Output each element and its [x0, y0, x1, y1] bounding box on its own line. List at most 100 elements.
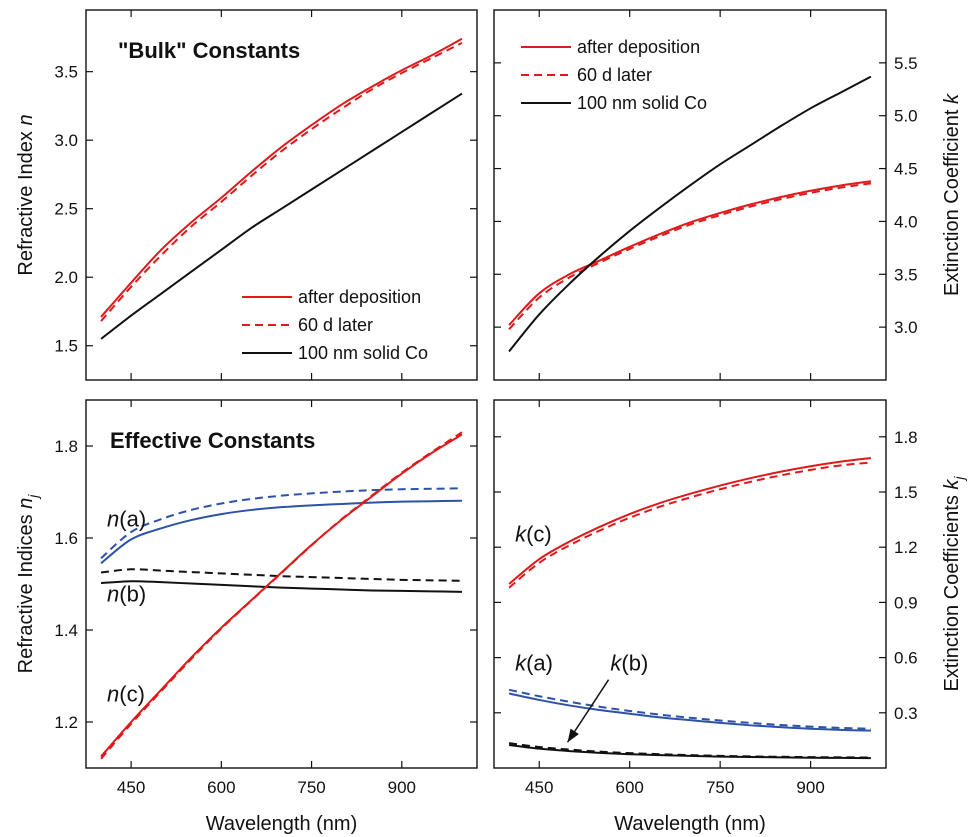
y-tick-label: 3.0 — [54, 131, 78, 150]
series-line-red-solid — [508, 180, 872, 326]
series-line-red-solid — [100, 37, 463, 318]
panel-bulk-k: 3.0 3.5 4.0 4.5 5.0 5.5 Extinction Coefficient… — [493, 9, 963, 381]
plot-frame — [85, 399, 478, 769]
curve-annotation: k(a) — [515, 650, 553, 675]
y-axis-label: Refractive Indices nj — [15, 494, 41, 674]
y-tick-label: 1.8 — [54, 437, 78, 456]
curve-annotation: n(a) — [107, 507, 146, 532]
series-line-red-dashed — [100, 431, 463, 760]
annotation-index: (c) — [119, 681, 145, 706]
y-tick-label: 4.5 — [894, 160, 918, 179]
curve-annotation: n(c) — [107, 681, 145, 706]
x-axis-label: Wavelength (nm) — [614, 813, 766, 835]
series-line-red-dashed — [508, 461, 872, 589]
y-tick-label: 2.5 — [54, 200, 78, 219]
x-tick-label: 600 — [616, 778, 644, 797]
y-tick-label: 1.2 — [54, 713, 78, 732]
curve-annotation: k(b) — [610, 650, 648, 675]
y-tick-label: 1.5 — [54, 337, 78, 356]
annotation-variable: k — [515, 522, 527, 547]
x-tick-label: 450 — [525, 778, 553, 797]
arrow-head — [567, 728, 579, 743]
series-group — [100, 37, 463, 340]
y-tick-label: 1.6 — [54, 529, 78, 548]
y-axis-label-subscript: j — [25, 494, 41, 500]
legend-entry: after deposition — [577, 37, 700, 57]
series-line-black-solid — [100, 580, 462, 593]
y-tick-label: 3.5 — [894, 265, 918, 284]
y-tick-label: 3.5 — [54, 63, 78, 82]
y-tick-label: 1.8 — [894, 428, 918, 447]
series-line-blue-solid — [508, 692, 871, 732]
annotation-index: (a) — [526, 650, 553, 675]
y-tick-label: 3.0 — [894, 318, 918, 337]
series-group — [100, 431, 463, 760]
panel-bulk-n: 1.5 2.0 2.5 3.0 3.5 Refractive Index n "Bulk" … — [15, 9, 478, 381]
annotation-index: (b) — [119, 581, 146, 606]
y-tick-label: 0.9 — [894, 593, 918, 612]
y-axis-label-text: Extinction Coefficients — [941, 490, 963, 692]
series-group — [508, 75, 872, 353]
legend-entry: after deposition — [298, 287, 421, 307]
y-axis-label-text: Extinction Coefficient — [941, 104, 963, 296]
panel-title: "Bulk" Constants — [118, 38, 300, 63]
curve-annotation: k(c) — [515, 522, 552, 547]
series-line-blue-solid — [100, 499, 462, 565]
y-tick-label: 5.5 — [894, 54, 918, 73]
panel-eff-n: 450 600 750 900 1.2 1.4 1.6 1.8 Wavelength (nm) R… — [15, 399, 478, 835]
legend-entry: 60 d later — [298, 315, 373, 335]
annotation-variable: k — [610, 650, 622, 675]
series-line-blue-dashed — [100, 487, 462, 559]
curve-annotation: n(b) — [107, 581, 146, 606]
series-line-red-solid — [508, 456, 872, 585]
x-tick-label: 450 — [117, 778, 145, 797]
y-axis-label-variable: k — [941, 479, 963, 490]
y-axis-label: Extinction Coefficients kj — [941, 476, 967, 692]
y-axis-label-text: Refractive Indices — [15, 509, 37, 674]
y-axis-label: Refractive Index n — [15, 114, 37, 275]
x-tick-label: 900 — [796, 778, 824, 797]
panel-title: Effective Constants — [110, 428, 315, 453]
series-line-red-dashed — [508, 182, 872, 330]
y-tick-label: 0.3 — [894, 704, 918, 723]
legend: after deposition 60 d later 100 nm solid C… — [242, 287, 428, 363]
series-line-red-dashed — [100, 41, 463, 322]
y-tick-label: 1.5 — [894, 483, 918, 502]
x-tick-label: 750 — [706, 778, 734, 797]
legend-entry: 100 nm solid Co — [577, 93, 707, 113]
y-tick-label: 5.0 — [894, 107, 918, 126]
y-axis-label-variable: n — [15, 114, 37, 125]
y-axis-label-variable: n — [15, 498, 37, 509]
annotation-variable: n — [107, 681, 119, 706]
annotation-index: (c) — [526, 522, 552, 547]
y-tick-label: 0.6 — [894, 649, 918, 668]
annotation-index: (a) — [119, 507, 146, 532]
y-tick-label: 4.0 — [894, 212, 918, 231]
series-line-black-solid — [508, 744, 871, 760]
plot-frame — [493, 9, 887, 381]
series-line-red-solid — [100, 433, 463, 758]
annotation-variable: n — [107, 507, 119, 532]
series-group — [508, 456, 872, 760]
y-tick-label: 2.0 — [54, 268, 78, 287]
legend: after deposition 60 d later 100 nm solid C… — [521, 37, 707, 113]
y-tick-label: 1.4 — [54, 621, 78, 640]
annotation-variable: n — [107, 581, 119, 606]
series-line-black-dashed — [100, 568, 462, 582]
series-line-blue-dashed — [508, 688, 871, 730]
x-axis-label: Wavelength (nm) — [206, 813, 358, 835]
annotation-index: (b) — [621, 650, 648, 675]
x-tick-label: 900 — [388, 778, 416, 797]
x-tick-label: 750 — [297, 778, 325, 797]
y-axis-label-subscript: j — [951, 476, 967, 482]
x-tick-label: 600 — [207, 778, 235, 797]
y-axis-label-text: Refractive Index — [15, 126, 37, 276]
series-line-black-solid — [508, 75, 872, 353]
legend-entry: 60 d later — [577, 65, 652, 85]
plot-frame — [85, 9, 478, 381]
y-axis-label-variable: k — [941, 93, 963, 104]
legend-entry: 100 nm solid Co — [298, 343, 428, 363]
series-line-black-solid — [100, 92, 463, 340]
y-tick-label: 1.2 — [894, 538, 918, 557]
